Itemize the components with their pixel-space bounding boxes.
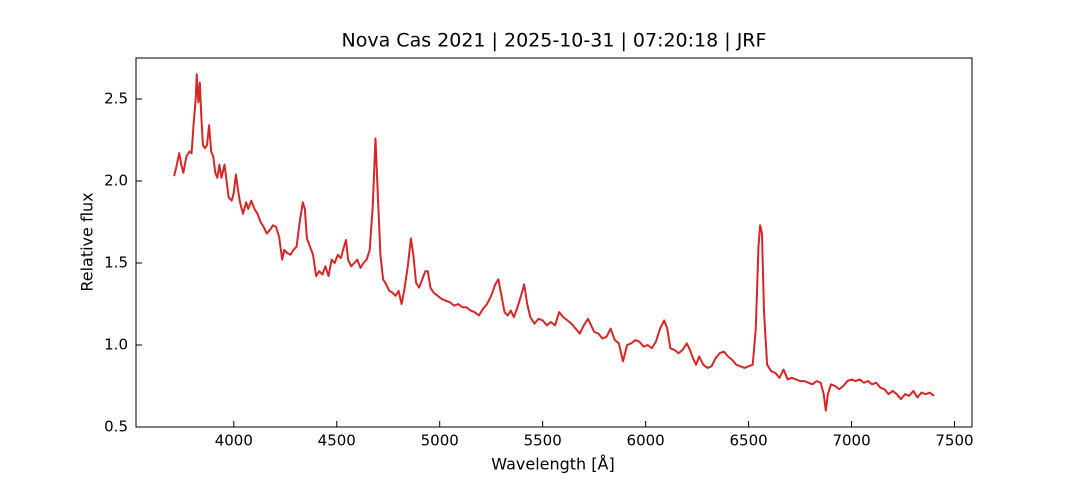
y-tick-label: 1.5 (104, 254, 128, 272)
x-tick-label: 6500 (729, 432, 767, 450)
x-tick-label: 7500 (935, 432, 973, 450)
chart-title: Nova Cas 2021 | 2025-10-31 | 07:20:18 | … (342, 30, 767, 52)
x-axis-label: Wavelength [Å] (491, 455, 614, 474)
x-tick-label: 5000 (421, 432, 459, 450)
x-tick-label: 4500 (318, 432, 356, 450)
y-tick-label: 2.5 (104, 90, 128, 108)
x-tick-label: 4000 (215, 432, 253, 450)
plot-frame (135, 57, 973, 428)
x-tick-label: 5500 (524, 432, 562, 450)
x-tick-label: 7000 (832, 432, 870, 450)
x-tick-label: 6000 (627, 432, 665, 450)
y-tick-label: 1.0 (104, 336, 128, 354)
y-tick-label: 2.0 (104, 172, 128, 190)
y-axis-label: Relative flux (78, 192, 97, 291)
y-tick-label: 0.5 (104, 418, 128, 436)
spectrum-line (173, 73, 935, 412)
